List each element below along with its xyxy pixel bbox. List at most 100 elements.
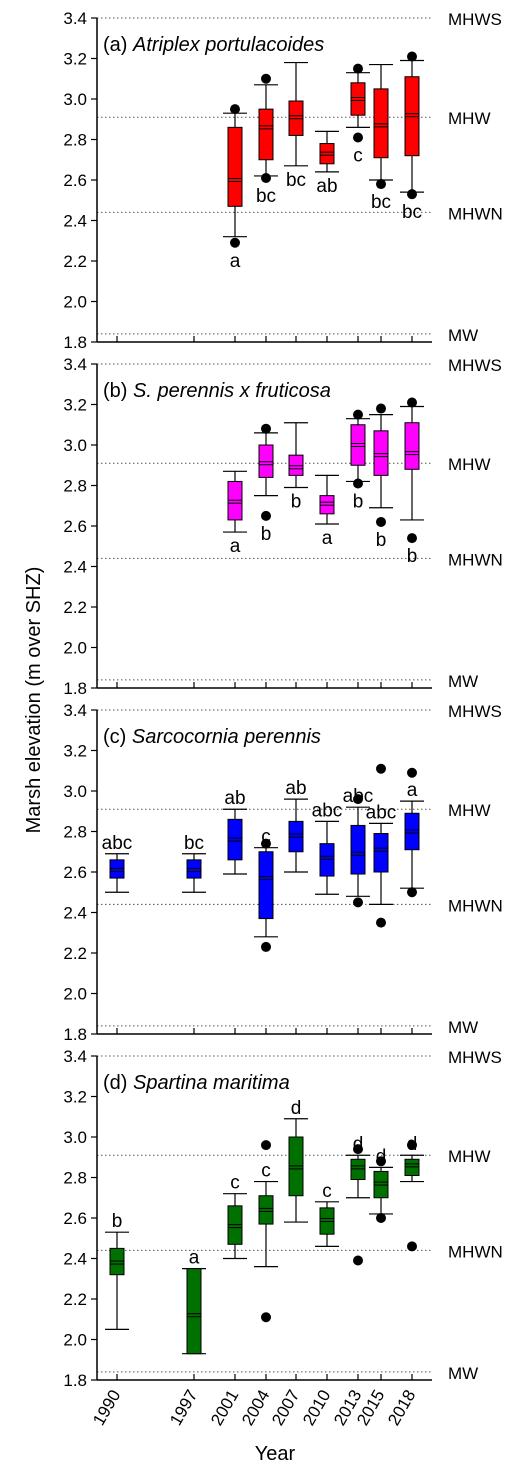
y-tick-label: 3.0 [63,90,87,109]
panel-prefix: (d) [103,1072,133,1094]
box-1997: a [182,1248,206,1355]
y-tick-label: 2.4 [63,212,87,231]
outlier-point [407,1241,417,1252]
box-2018: b [400,397,424,567]
panel-title: (a) Atriplex portulacoides [103,34,324,56]
significance-letter: b [353,491,364,512]
significance-letter: b [291,492,302,513]
reference-line-label: MHW [448,1147,490,1166]
x-tick-label: 2010 [299,1387,334,1429]
y-tick-label: 3.0 [63,1128,87,1147]
box-iqr [350,424,366,466]
outlier-point [230,237,240,248]
panel-prefix: (b) [103,380,133,402]
box-2004: c [254,827,278,952]
box-iqr [373,430,389,476]
box-1997: bc [182,833,206,893]
panel-title: (c) Sarcocornia perennis [103,726,321,748]
outlier-point [407,51,417,62]
significance-letter: c [261,827,271,848]
box-2001: a [223,104,247,272]
outlier-point [353,63,363,74]
outlier-point [353,897,363,908]
significance-letter: a [407,780,418,801]
box-2010: c [315,1181,339,1247]
significance-letter: abc [366,802,397,823]
box-iqr [404,1158,420,1176]
panel-species: Spartina maritima [133,1072,290,1094]
significance-letter: a [322,528,333,549]
outlier-point [353,132,363,143]
x-tick-label: 1997 [166,1387,201,1429]
reference-line-label: MHWS [448,1048,502,1067]
significance-letter: c [322,1181,332,1202]
outlier-point [261,1312,271,1323]
y-tick-label: 2.2 [63,598,87,617]
significance-letter: bc [184,833,204,854]
box-iqr [319,143,335,165]
reference-line-label: MW [448,1364,478,1383]
significance-letter: b [376,530,387,551]
significance-letter: abc [102,833,133,854]
y-tick-label: 3.4 [63,9,87,28]
box-iqr [258,444,274,478]
x-tick-label: 2001 [207,1387,242,1429]
box-2013: b [346,409,370,512]
outlier-point [407,767,417,778]
outlier-point [353,794,363,805]
outlier-point [376,516,386,527]
box-2015: bc [369,63,393,213]
panel-2: MHWS MHW MHWN MW 1.8 2.0 2.2 2.4 2.6 2.8 3.0 3.2 3.4… [63,355,502,698]
y-tick-label: 2.2 [63,1290,87,1309]
significance-letter: b [112,1211,123,1232]
y-tick-label: 2.0 [63,1331,87,1350]
y-axis-label: Marsh elevation (m over SHZ) [23,567,45,834]
box-iqr [350,82,366,116]
significance-letter: d [291,1098,302,1119]
outlier-point [407,397,417,408]
box-iqr [227,818,243,861]
significance-letter: a [230,536,241,557]
panel-species: Atriplex portulacoides [132,34,324,56]
box-2015: abc [366,763,397,928]
y-tick-label: 3.4 [63,355,87,374]
y-tick-label: 2.4 [63,1250,87,1269]
outlier-point [261,423,271,434]
reference-line-label: MHWS [448,702,502,721]
significance-letter: abc [312,800,343,821]
box-iqr [258,851,274,920]
panel-3: MHWS MHW MHWN MW 1.8 2.0 2.2 2.4 2.6 2.8 3.0 3.2 3.4… [63,701,502,1044]
significance-letter: d [353,1134,364,1155]
reference-line-label: MW [448,672,478,691]
significance-letter: d [376,1146,387,1167]
y-tick-label: 2.0 [63,639,87,658]
box-2010: abc [312,800,343,895]
box-iqr [404,812,420,851]
y-tick-label: 2.8 [63,1169,87,1188]
outlier-point [376,179,386,190]
y-tick-label: 3.0 [63,782,87,801]
reference-line-label: MW [448,1018,478,1037]
reference-line-label: MW [448,326,478,345]
box-2001: c [223,1173,247,1260]
significance-letter: c [261,1161,271,1182]
box-iqr [404,422,420,470]
significance-letter: ab [285,778,306,799]
box-iqr [350,824,366,875]
box-iqr [186,1268,202,1355]
box-2004: b [254,423,278,545]
panel-prefix: (c) [103,726,132,748]
reference-line-label: MHWN [448,896,503,915]
outlier-point [407,887,417,898]
box-2010: a [315,474,339,549]
box-iqr [288,454,304,476]
box-iqr [319,843,335,877]
outlier-point [407,1140,417,1151]
significance-letter: c [230,1173,240,1194]
significance-letter: c [353,145,363,166]
x-tick-label: 2004 [238,1387,273,1429]
outlier-point [376,1213,386,1223]
y-tick-label: 2.6 [63,517,87,536]
box-2018: a [400,767,424,898]
outlier-point [353,478,363,489]
